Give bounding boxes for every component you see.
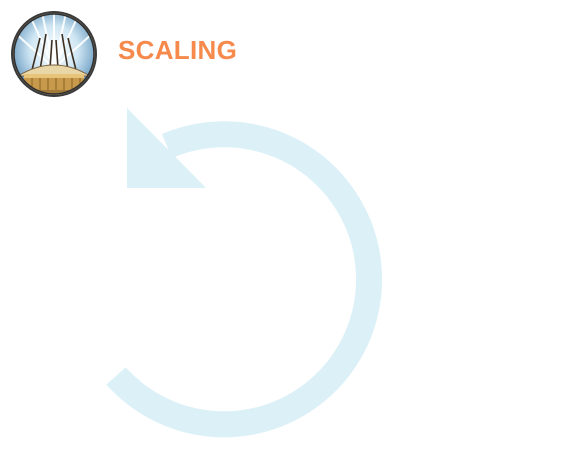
dome-emblem-icon <box>11 11 97 97</box>
page-title: SCALING <box>118 35 238 65</box>
